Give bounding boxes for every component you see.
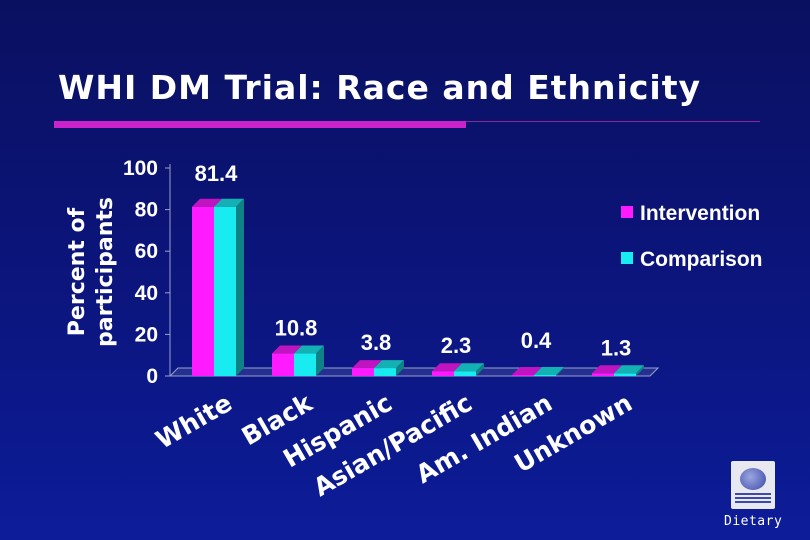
bar-top xyxy=(294,345,324,354)
bar-front xyxy=(592,373,614,376)
bar-top xyxy=(192,198,222,207)
bars xyxy=(192,198,644,376)
bar-front xyxy=(454,371,476,376)
y-tick-label: 20 xyxy=(135,323,158,346)
category-label: White xyxy=(151,388,237,455)
bar-front xyxy=(294,353,316,376)
bar-top xyxy=(534,367,564,375)
data-label: 1.3 xyxy=(601,335,632,360)
bar-comparison-5 xyxy=(614,365,644,376)
data-label: 3.8 xyxy=(361,330,392,355)
y-tick-label: 60 xyxy=(135,240,158,263)
bar-top xyxy=(454,363,484,372)
bar-top xyxy=(592,365,622,374)
globe-icon xyxy=(740,467,766,490)
bar-top xyxy=(374,360,404,369)
bar-comparison-1 xyxy=(294,345,324,376)
data-label: 0.4 xyxy=(521,328,552,353)
legend-swatch-comparison xyxy=(621,252,633,264)
bar-comparison-3 xyxy=(454,363,484,376)
bar-front xyxy=(192,206,214,376)
bar-front xyxy=(352,368,374,376)
legend-swatch-intervention xyxy=(621,206,633,218)
bar-side xyxy=(396,360,404,376)
y-axis-title-line-2: participants xyxy=(93,197,118,347)
bar-top xyxy=(432,363,462,372)
bar-front xyxy=(432,371,454,376)
legend: Intervention Comparison xyxy=(621,202,763,271)
footer-label: Dietary xyxy=(724,514,783,529)
legend-label-intervention: Intervention xyxy=(640,202,760,225)
data-label: 81.4 xyxy=(195,161,239,186)
data-label: 10.8 xyxy=(275,316,318,341)
bar-front xyxy=(272,353,294,376)
bar-side xyxy=(236,198,244,376)
bar-front xyxy=(374,368,396,376)
bar-comparison-4 xyxy=(534,367,564,376)
title-divider xyxy=(466,121,760,122)
legend-label-comparison: Comparison xyxy=(640,248,763,271)
bar-top xyxy=(352,360,382,369)
bar-side xyxy=(476,363,484,376)
y-tick-label: 0 xyxy=(146,365,158,388)
bar-comparison-2 xyxy=(374,360,404,376)
data-label: 2.3 xyxy=(441,333,472,358)
y-axis-title-line-1: Percent of xyxy=(65,207,90,336)
bar-side xyxy=(316,345,324,376)
y-axis-title: Percent of participants xyxy=(65,197,118,347)
y-tick-label: 40 xyxy=(135,282,158,305)
bar-side xyxy=(636,365,644,376)
slide-title: WHI DM Trial: Race and Ethnicity xyxy=(58,68,701,107)
bar-front xyxy=(614,373,636,376)
bar-top xyxy=(272,345,302,354)
bar-top xyxy=(512,367,542,375)
whi-logo-icon xyxy=(731,461,775,509)
bar-top xyxy=(614,365,644,374)
chart-floor xyxy=(168,367,660,377)
y-tick-label: 80 xyxy=(135,199,158,222)
title-underline xyxy=(54,121,466,128)
bar-side xyxy=(556,367,564,376)
bar-front xyxy=(534,375,556,376)
logo-wordmark xyxy=(735,492,771,505)
bar-front xyxy=(214,206,236,376)
bar-top xyxy=(214,198,244,207)
bar-comparison-0 xyxy=(214,198,244,376)
bar-front xyxy=(512,375,534,376)
y-tick-label: 100 xyxy=(123,157,158,180)
